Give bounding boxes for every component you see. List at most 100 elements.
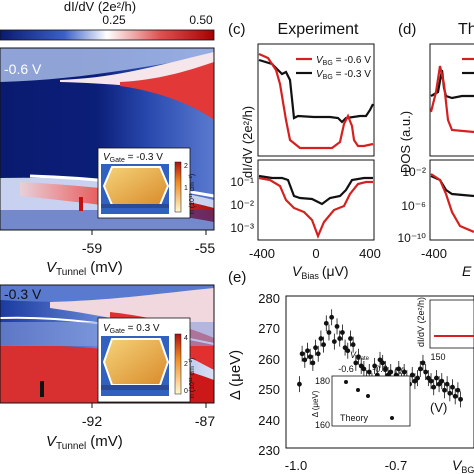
data-point [307, 354, 313, 360]
inset-e-title: V [350, 350, 357, 360]
panel-e-xlabel-unit: (V) [430, 400, 447, 415]
data-point [388, 369, 394, 375]
inset-e-xtick-0: -0.6 [338, 364, 354, 374]
panel-a-label: -0.6 V [4, 61, 42, 77]
panel-d: (d) Th DOS (a.u.) 10⁻² 10⁻⁶ 10⁻¹⁰ -400 E [398, 21, 474, 279]
panel-b-xtick-1: -87 [195, 413, 215, 429]
data-point [366, 369, 372, 375]
legend-c: VBG = -0.6 V VBG = -0.3 V [296, 55, 371, 81]
panel-b-xlabel: V [46, 433, 58, 450]
inset-e-point [390, 416, 394, 420]
inset-e-point [356, 388, 360, 392]
inset-e-ylabel: Δ (μeV) [311, 390, 320, 417]
data-point [321, 342, 326, 348]
colorbar-gradient [0, 29, 215, 41]
panel-e-xtick-1: -0.7 [385, 458, 407, 473]
data-point [305, 348, 310, 354]
inset-a-cbar-label: n (10¹¹ cm⁻²) [189, 174, 196, 214]
panel-d-ytick-2: 10⁻¹⁰ [398, 231, 427, 245]
panel-d-ytick-0: 10⁻² [402, 165, 426, 179]
legend-c-1-sub: BG [323, 74, 333, 81]
data-point [310, 360, 316, 366]
inset-e2-xtick: 150 [430, 352, 445, 362]
data-point [315, 351, 321, 357]
panel-d-letter: (d) [398, 21, 416, 38]
data-point [444, 381, 450, 387]
inset-b-label: V [103, 323, 111, 334]
data-point [302, 357, 308, 363]
data-point [434, 375, 439, 381]
data-point [458, 396, 463, 402]
panel-e-xlabel: V [452, 457, 463, 473]
inset-e-ytick-1: 160 [315, 420, 330, 430]
colorbar: dI/dV (2e²/h) 0.25 0.50 [0, 0, 215, 41]
colorbar-tick-0: 0.25 [102, 13, 126, 27]
data-point [337, 336, 343, 341]
panel-c-ylabel: dI/dV (2e²/h) [240, 106, 255, 178]
data-point [455, 387, 461, 393]
panel-e-xlabel-sub: BG [461, 465, 474, 474]
inset-a-value: = -0.3 V [125, 152, 163, 163]
data-point [323, 320, 329, 326]
panel-e-ytick-2: 260 [258, 352, 280, 367]
inset-a-cbar-tick-0: 2 [184, 163, 188, 170]
inset-e2-ylabel: dI/dV (2e²/h) [416, 297, 426, 347]
svg-text:VBG = -0.3 V: VBG = -0.3 V [316, 69, 371, 81]
data-point [382, 366, 388, 372]
curve-c-lower-red [258, 176, 373, 239]
panel-c: (c) Experiment dI/dV (2e²/h) VBG = -0.6 … [228, 21, 381, 281]
data-point [313, 345, 318, 351]
data-point [299, 351, 305, 357]
panel-d-xtick-0: -400 [421, 246, 447, 261]
inset-e-point [344, 380, 348, 384]
svg-text:VTunnel(mV): VTunnel (mV) [46, 259, 123, 278]
inset-a-cbar-tick-1: 1 [184, 185, 188, 192]
panel-c-title: Experiment [278, 21, 359, 38]
data-point [326, 330, 332, 335]
svg-text:VBG: VBG [452, 457, 474, 474]
data-point [401, 369, 407, 375]
svg-text:VBias(μV): VBias (μV) [292, 263, 349, 281]
data-point [420, 360, 426, 366]
data-point [439, 378, 445, 384]
data-point [428, 378, 434, 384]
curve-c-upper-red [258, 52, 374, 150]
panel-c-xlabel-unit: (μV) [322, 263, 349, 279]
panel-e-ytick-1: 270 [258, 321, 280, 336]
colorbar-title: dI/dV (2e²/h) [64, 0, 136, 14]
legend-c-0-value: = -0.6 V [333, 55, 371, 66]
curve-d-lower-red [430, 173, 474, 234]
panel-e-ytick-4: 240 [258, 413, 280, 428]
inset-b: VGate = 0.3 V 4 2 0 n (10¹¹ cm⁻²) [97, 317, 196, 403]
panel-e: (e) Δ (μeV) 280 270 260 250 240 230 -1.0… [227, 269, 474, 474]
panel-d-xlabel: E [462, 263, 472, 279]
panel-a-xlabel-sub: Tunnel [56, 267, 86, 278]
svg-text:VBG = -0.6 V: VBG = -0.6 V [316, 55, 371, 67]
inset-b-value: = 0.3 V [125, 323, 160, 334]
data-point [442, 387, 447, 393]
data-point [329, 314, 335, 320]
data-point [452, 393, 458, 399]
data-point [353, 360, 359, 366]
panel-e-ytick-5: 230 [258, 443, 280, 458]
data-point [350, 342, 356, 348]
data-point [372, 363, 378, 369]
panel-a-xlabel: V [46, 259, 58, 276]
panel-c-xtick-0: -400 [249, 246, 275, 261]
legend-c-0-sub: BG [323, 60, 333, 67]
inset-e: VGate (V) -0.6 -0.3 180 160 Δ (μeV) Theo… [311, 350, 411, 430]
panel-a-xlabel-unit: (mV) [90, 259, 123, 276]
data-point [417, 366, 423, 372]
data-point [447, 390, 453, 396]
panel-c-ytick-0: 10⁻¹ [230, 175, 254, 189]
data-point [361, 366, 367, 372]
data-point [356, 354, 361, 360]
inset-a: VGate = -0.3 V 2 1 n (10¹¹ cm⁻²) [97, 147, 196, 219]
legend-c-1-value: = -0.3 V [333, 69, 371, 80]
panel-d-ytick-1: 10⁻⁶ [401, 199, 426, 213]
panel-a-xtick-0: -59 [82, 240, 102, 256]
panel-e-ylabel: Δ (μeV) [227, 350, 244, 400]
svg-text:VTunnel(mV): VTunnel (mV) [46, 433, 123, 452]
curve-d-upper-red [429, 65, 474, 134]
inset-e-point [366, 394, 370, 398]
